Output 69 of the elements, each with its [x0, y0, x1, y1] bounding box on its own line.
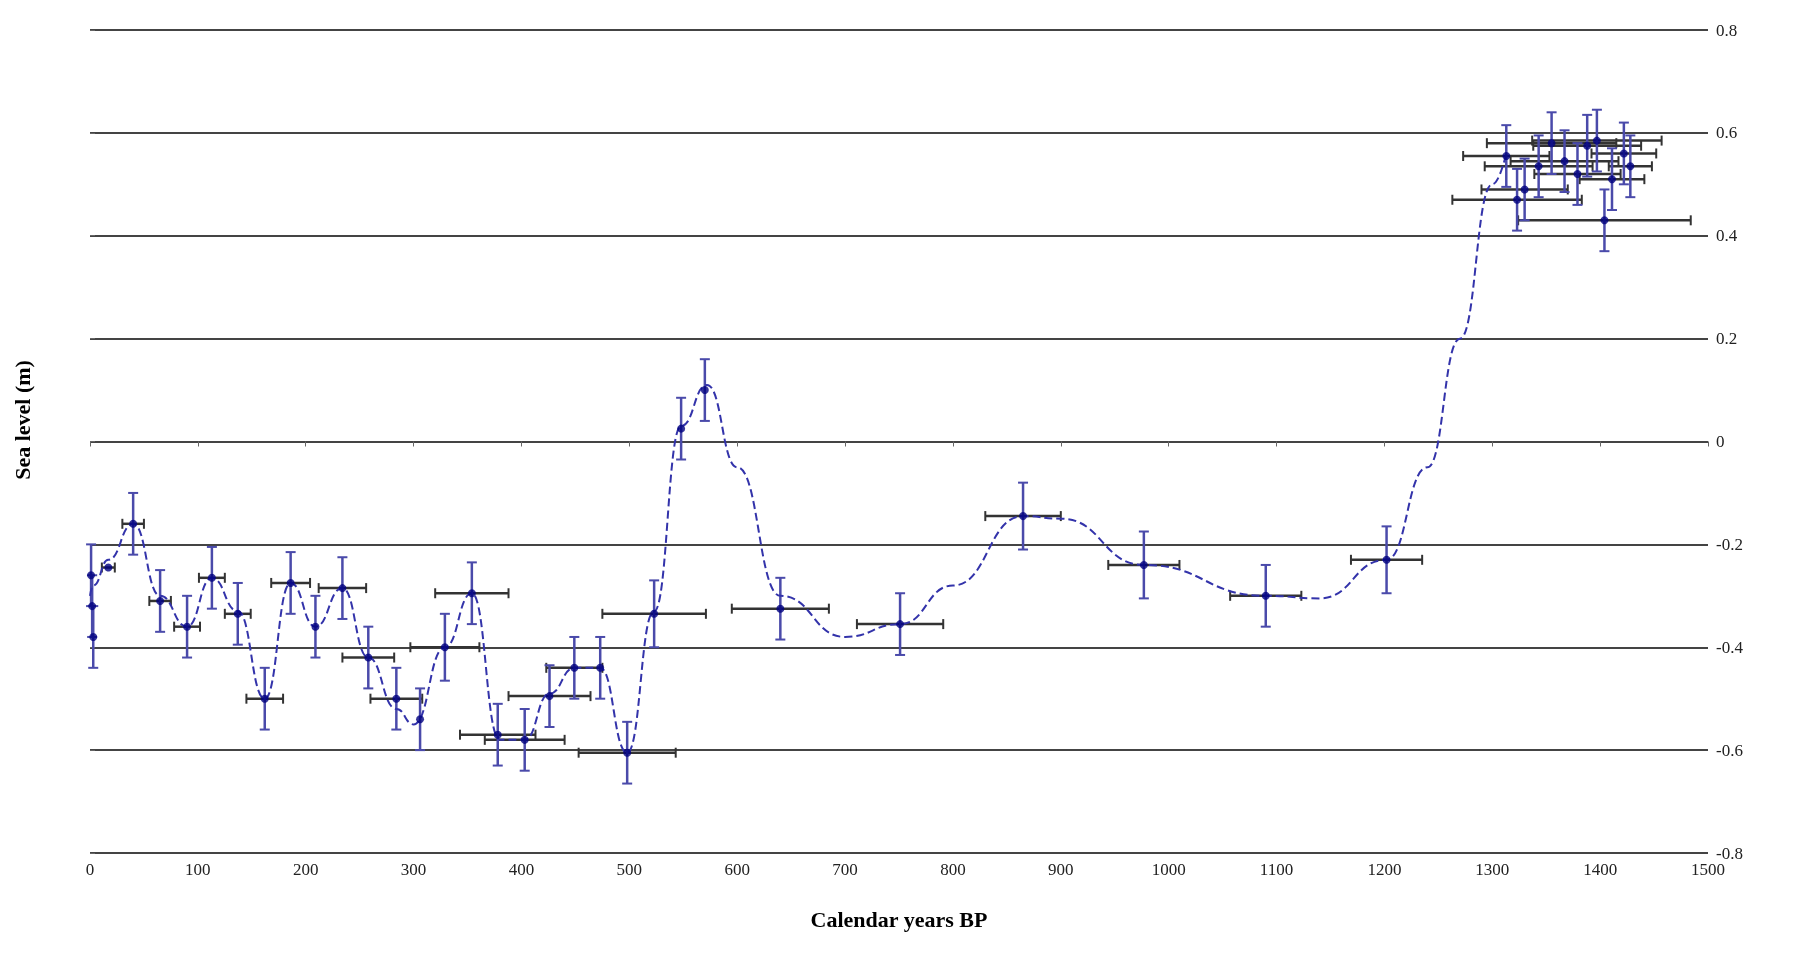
point — [1547, 139, 1556, 148]
point — [156, 596, 165, 605]
point — [1520, 185, 1529, 194]
y-axis-title: Sea level (m) — [9, 360, 35, 480]
point — [596, 663, 605, 672]
point — [286, 578, 295, 587]
point — [1534, 162, 1543, 171]
point — [260, 694, 269, 703]
point — [440, 643, 449, 652]
point — [545, 692, 554, 701]
point — [570, 663, 579, 672]
y-tick-label: -0.6 — [1716, 740, 1743, 760]
point — [1261, 591, 1270, 600]
point — [392, 694, 401, 703]
y-tick-label: -0.4 — [1716, 637, 1744, 657]
y-tick-label: 0.8 — [1716, 20, 1738, 40]
x-tick-label: 800 — [940, 860, 966, 879]
point — [1019, 512, 1028, 521]
point — [896, 620, 905, 629]
y-tick-label: -0.2 — [1716, 534, 1743, 554]
point — [1139, 560, 1148, 569]
x-tick-label: 1500 — [1691, 860, 1725, 879]
point — [1583, 141, 1592, 150]
x-tick-label: 1000 — [1151, 860, 1186, 879]
y-tick-label: -0.8 — [1716, 843, 1743, 863]
y-tick-label: 0 — [1716, 432, 1725, 451]
point — [1573, 170, 1582, 179]
point — [416, 715, 425, 724]
x-tick-label: 900 — [1048, 860, 1074, 879]
point — [520, 735, 529, 744]
point — [338, 584, 347, 593]
x-axis-title: Calendar years BP — [810, 906, 988, 932]
point — [623, 748, 632, 757]
point — [311, 622, 320, 631]
point — [1608, 175, 1616, 184]
point — [364, 653, 373, 662]
x-tick-label: 700 — [832, 860, 858, 879]
x-tick-label: 300 — [400, 860, 427, 879]
point — [129, 519, 138, 528]
point — [1592, 136, 1601, 145]
point — [1502, 152, 1511, 161]
point — [776, 604, 785, 613]
x-tick-label: 1400 — [1583, 860, 1618, 879]
point — [1513, 195, 1522, 204]
x-tick-label: 1200 — [1367, 860, 1402, 879]
point — [650, 609, 659, 618]
x-tick-label: 500 — [616, 860, 643, 879]
point — [700, 386, 709, 395]
point — [493, 730, 502, 739]
point — [207, 573, 216, 582]
x-tick-label: 400 — [508, 860, 535, 879]
point — [1626, 162, 1635, 171]
point — [1382, 555, 1391, 564]
point — [1560, 157, 1569, 166]
point — [1600, 216, 1609, 225]
x-tick-label: 1300 — [1475, 860, 1510, 879]
point — [467, 589, 476, 598]
y-tick-label: 0.2 — [1716, 329, 1738, 349]
x-tick-label: 0 — [85, 860, 95, 879]
x-tick-label: 1100 — [1259, 860, 1294, 879]
y-tick-label: 0.6 — [1716, 123, 1738, 143]
x-tick-label: 200 — [292, 860, 319, 879]
point — [233, 609, 242, 618]
point — [183, 622, 192, 631]
x-tick-label: 100 — [185, 860, 211, 879]
y-tick-label: 0.4 — [1716, 226, 1738, 246]
x-tick-label: 600 — [724, 860, 750, 879]
point — [1619, 149, 1628, 158]
point — [677, 424, 686, 433]
